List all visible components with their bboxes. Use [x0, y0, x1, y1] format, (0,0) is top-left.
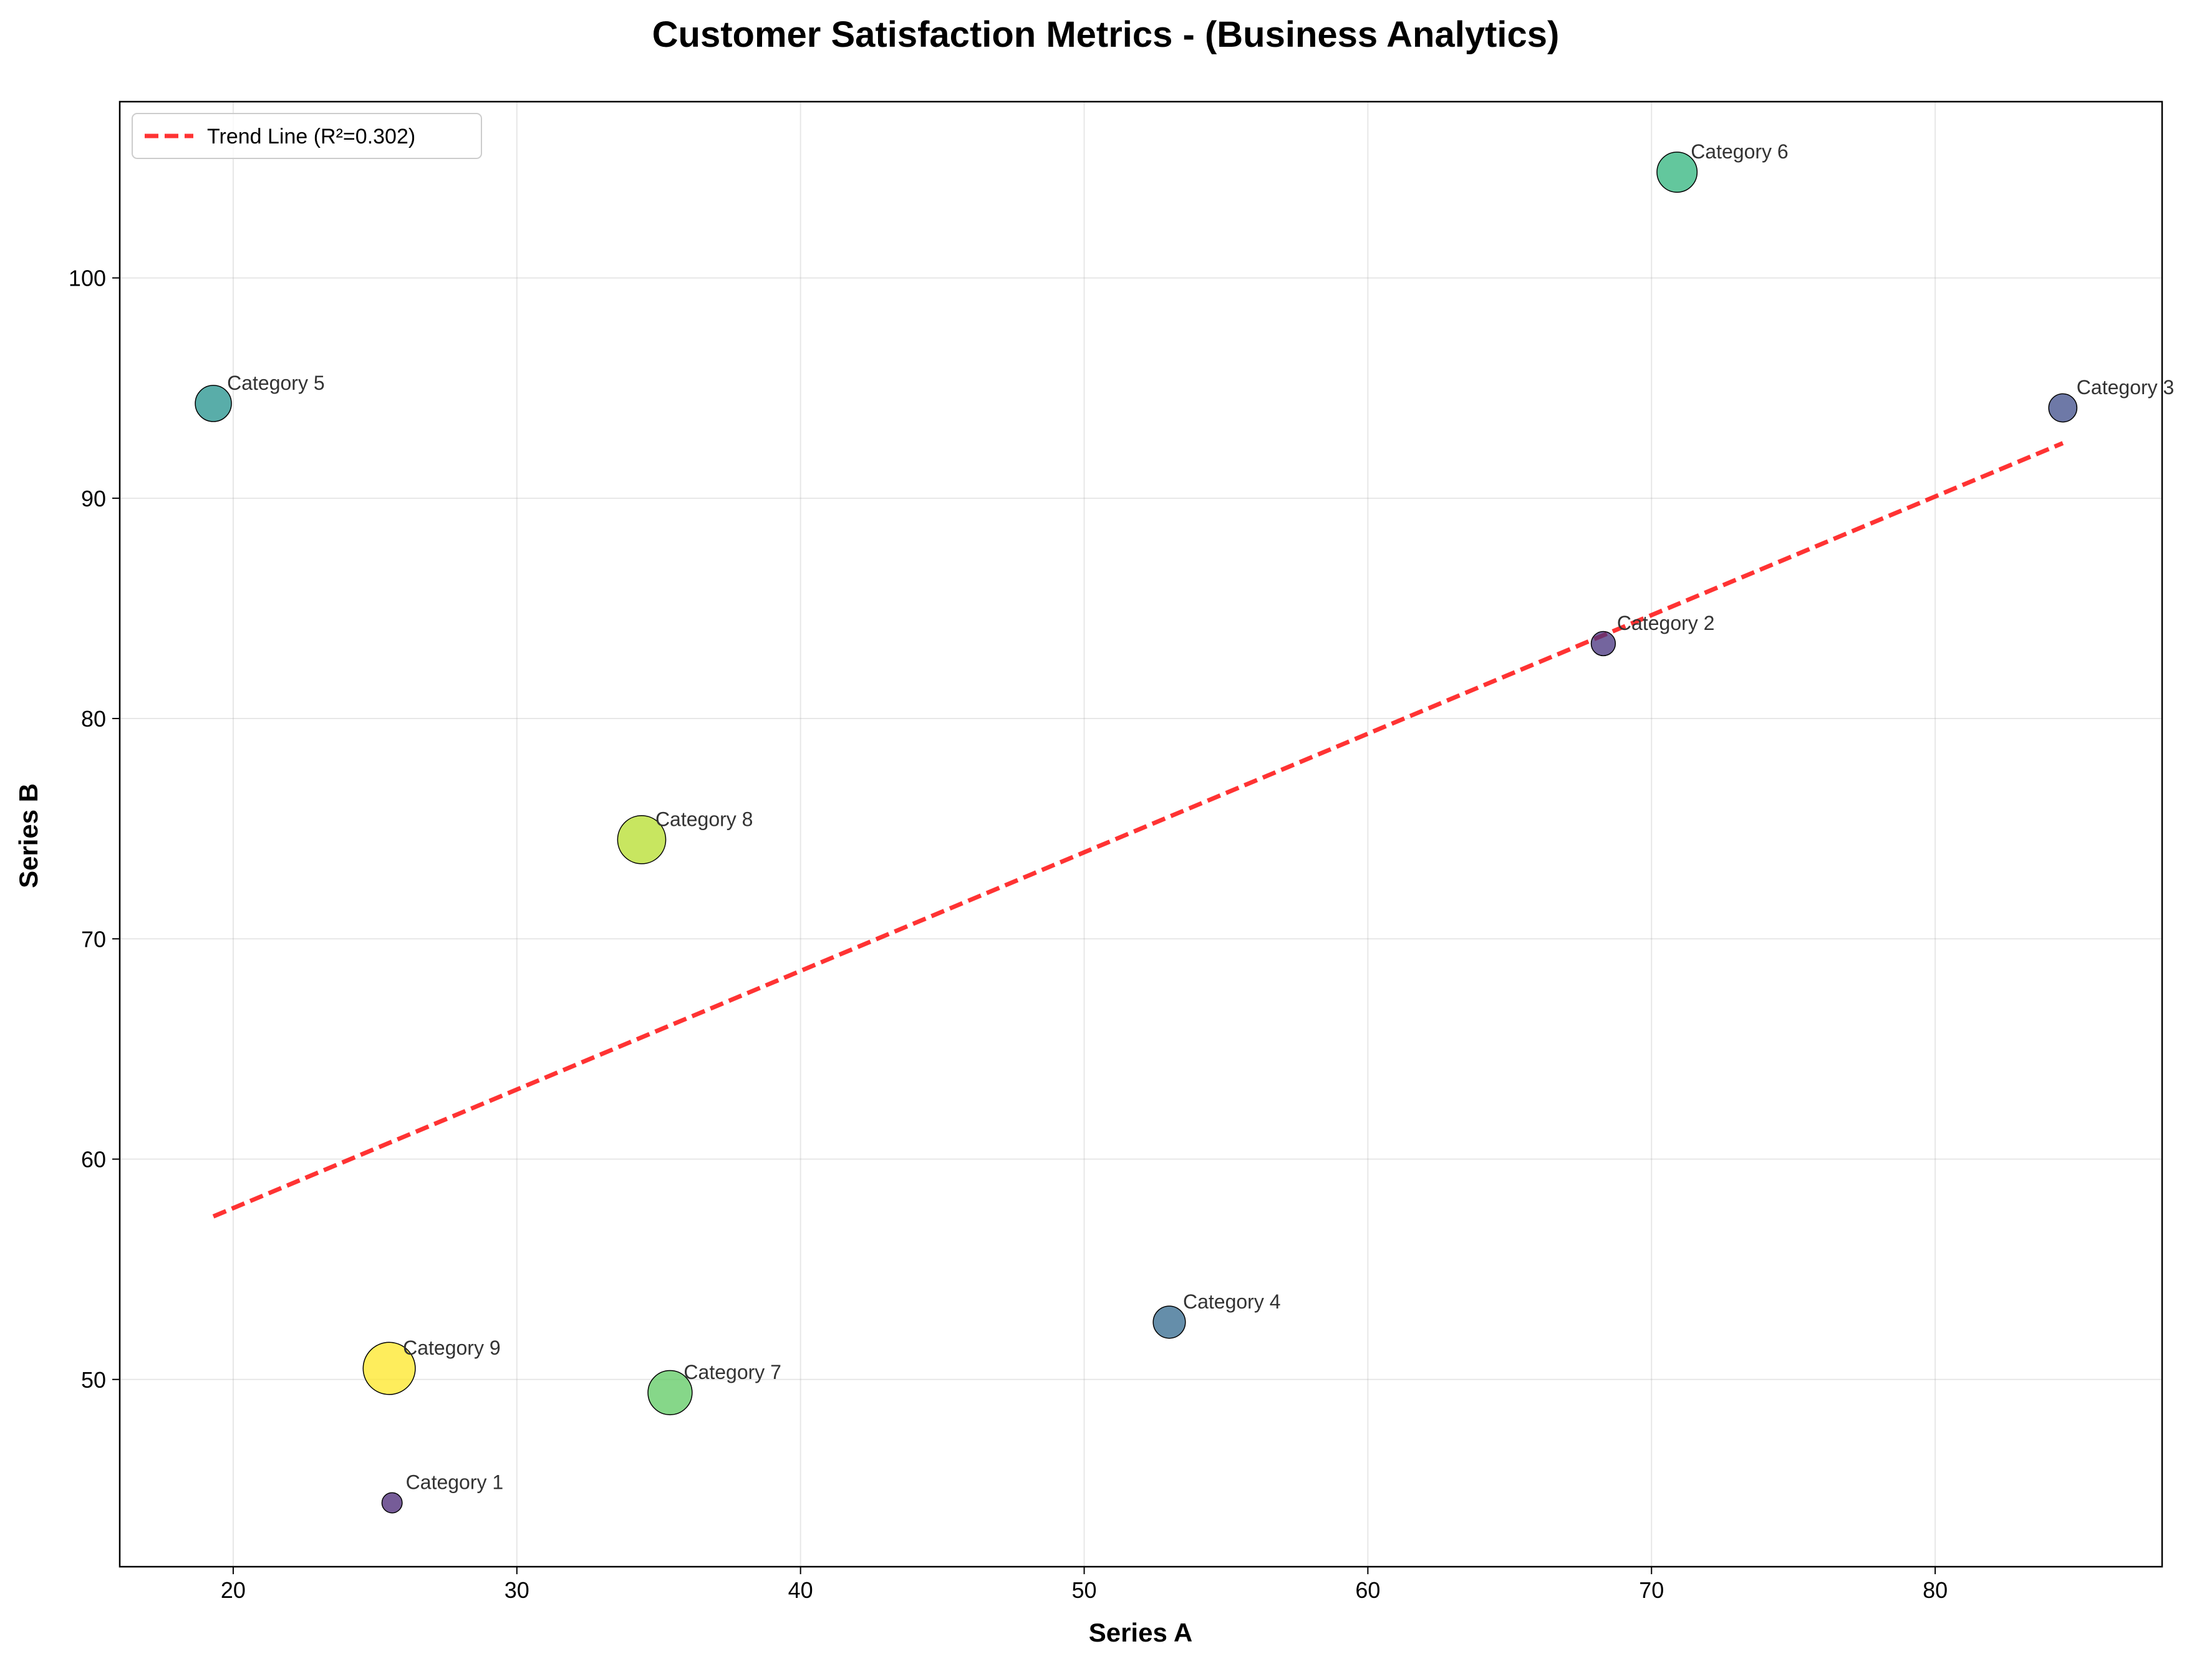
x-tick-label: 40 [788, 1577, 813, 1603]
grid-lines [120, 102, 2162, 1567]
legend-trend-label: Trend Line (R²=0.302) [207, 125, 415, 148]
chart-title: Customer Satisfaction Metrics - (Busines… [652, 14, 1560, 55]
axes-layer: 20 30 40 50 60 70 80 50 60 70 80 90 100 [69, 100, 2163, 1603]
y-tick-label: 70 [81, 926, 106, 952]
data-point [647, 1370, 693, 1416]
x-tick-label: 70 [1639, 1577, 1664, 1603]
data-point [195, 385, 232, 422]
trend-layer [212, 441, 2064, 1219]
x-axis-label: Series A [1089, 1618, 1193, 1647]
point-label: Category 3 [2077, 376, 2175, 399]
point-label: Category 5 [227, 372, 325, 394]
data-point [1656, 152, 1698, 193]
x-tick-label: 50 [1072, 1577, 1097, 1603]
points-layer: Category 1 Category 2 Category 3 Category 4… [195, 140, 2175, 1514]
y-tick-label: 90 [81, 486, 106, 511]
point-label: Category 8 [655, 808, 753, 830]
data-point [362, 1342, 416, 1395]
legend-box [132, 113, 482, 159]
point-label: Category 9 [403, 1337, 501, 1359]
x-tick-label: 20 [221, 1577, 246, 1603]
trend-line [212, 441, 2064, 1219]
y-tick-label: 80 [81, 706, 106, 732]
plot-frame [118, 100, 2163, 1568]
y-tick-label: 50 [81, 1367, 106, 1393]
point-label: Category 7 [683, 1361, 781, 1383]
data-point [1590, 631, 1616, 657]
data-point [381, 1492, 403, 1514]
point-label: Category 2 [1617, 612, 1715, 634]
legend: Trend Line (R²=0.302) [132, 113, 482, 159]
y-tick-label: 60 [81, 1147, 106, 1173]
point-label: Category 6 [1691, 140, 1789, 163]
y-tick-label: 100 [69, 266, 106, 291]
x-tick-label: 60 [1355, 1577, 1380, 1603]
data-point [1152, 1305, 1186, 1339]
data-point [2048, 393, 2078, 423]
point-label: Category 4 [1183, 1290, 1281, 1313]
point-label: Category 1 [406, 1471, 504, 1494]
x-tick-label: 80 [1923, 1577, 1948, 1603]
x-tick-label: 30 [505, 1577, 529, 1603]
y-axis-label: Series B [14, 783, 43, 888]
data-point [617, 815, 667, 864]
